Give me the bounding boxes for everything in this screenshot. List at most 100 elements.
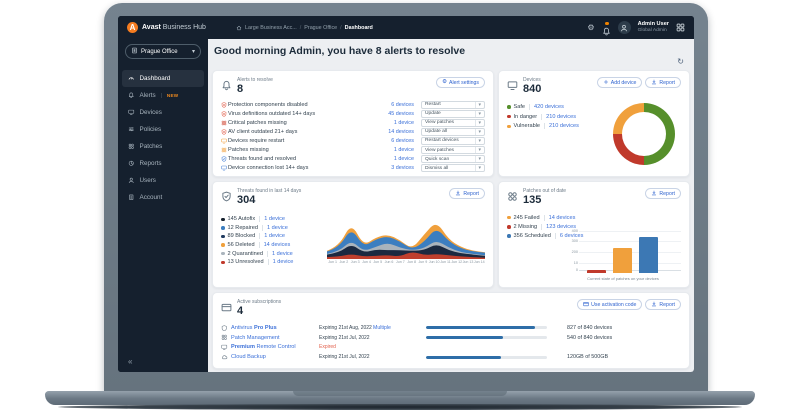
alert-devices-link[interactable]: 6 devices bbox=[391, 101, 414, 108]
alert-label: Threats found and resolved bbox=[228, 156, 297, 163]
legend-devices-link[interactable]: 1 device bbox=[261, 224, 288, 231]
subscription-usage: 120GB of 500GB bbox=[567, 354, 609, 361]
sidebar-collapse-button[interactable]: « bbox=[128, 357, 133, 366]
subscriptions-count: 4 bbox=[237, 305, 244, 317]
alerts-card-title: Alerts to resolve bbox=[237, 77, 273, 83]
alert-devices-link[interactable]: 45 devices bbox=[388, 110, 414, 117]
legend-devices-link[interactable]: 1 device bbox=[266, 250, 293, 257]
legend-dot bbox=[507, 234, 511, 238]
alert-devices-link[interactable]: 1 device bbox=[393, 147, 414, 154]
chevron-down-icon: ▾ bbox=[475, 147, 481, 154]
alert-action-select[interactable]: Restart devices ▾ bbox=[421, 136, 485, 145]
subscription-name-link[interactable]: Patch Management bbox=[231, 334, 280, 341]
add-device-button[interactable]: Add device bbox=[596, 77, 643, 88]
devices-legend: Safe 420 devices In danger 210 devices Vulne… bbox=[507, 102, 681, 131]
alert-devices-link[interactable]: 14 devices bbox=[388, 128, 414, 135]
legend-item: 145 Autofix 1 device bbox=[221, 215, 293, 224]
use-activation-code-button[interactable]: Use activation code bbox=[577, 299, 643, 310]
sidebar-item-users[interactable]: Users bbox=[122, 172, 204, 189]
alert-action-select[interactable]: Update ▾ bbox=[421, 109, 485, 118]
brand-rest: Business Hub bbox=[160, 24, 206, 31]
alert-row: Patches missing 1 device View patches ▾ bbox=[221, 145, 485, 155]
breadcrumb-item[interactable]: Prague Office bbox=[304, 24, 338, 31]
monitor-icon bbox=[221, 138, 228, 144]
avast-logo-icon: A bbox=[127, 22, 138, 33]
alert-action-select[interactable]: Restart ▾ bbox=[421, 100, 485, 109]
avatar[interactable] bbox=[617, 21, 631, 34]
chevron-down-icon: ▾ bbox=[475, 137, 481, 144]
subscription-name-link[interactable]: Antivirus Pro Plus bbox=[231, 324, 277, 331]
alert-devices-link[interactable]: 3 devices bbox=[391, 165, 414, 172]
alert-devices-link[interactable]: 6 devices bbox=[391, 137, 414, 144]
subscription-name-link[interactable]: Premium Remote Control bbox=[231, 344, 296, 351]
alerts-count: 8 bbox=[237, 83, 244, 95]
legend-devices-link[interactable]: 6 devices bbox=[554, 232, 583, 239]
chevron-down-icon: ▾ bbox=[475, 101, 481, 108]
y-axis-tick: 400 bbox=[571, 229, 578, 233]
legend-devices-link[interactable]: 210 devices bbox=[541, 113, 576, 120]
legend-devices-link[interactable]: 123 devices bbox=[541, 223, 576, 230]
legend-item: 356 Scheduled 6 devices bbox=[507, 231, 681, 240]
alert-action-select[interactable]: Dismiss all ▾ bbox=[421, 164, 485, 173]
cloud-icon bbox=[221, 354, 231, 361]
brand-bold: Avast bbox=[142, 24, 161, 31]
legend-devices-link[interactable]: 14 devices bbox=[543, 214, 575, 221]
breadcrumb-item[interactable]: Dashboard bbox=[344, 24, 373, 31]
sidebar-item-devices[interactable]: Devices bbox=[122, 104, 204, 121]
org-selector[interactable]: Prague Office ▾ bbox=[125, 44, 201, 59]
legend-devices-link[interactable]: 1 device bbox=[267, 259, 293, 266]
alert-action-select[interactable]: View patches ▾ bbox=[421, 146, 485, 155]
subscriptions-card: Active subscriptions 4 Use activation co… bbox=[212, 292, 690, 369]
alert-action-select[interactable]: View patches ▾ bbox=[421, 118, 485, 127]
patches-icon bbox=[221, 120, 228, 126]
legend-dot bbox=[221, 251, 225, 256]
x-axis-label: Jun 11 bbox=[440, 260, 451, 264]
subscription-usage: 827 of 840 devices bbox=[567, 324, 613, 331]
sidebar-item-reports[interactable]: Reports bbox=[122, 155, 204, 172]
legend-devices-link[interactable]: 1 device bbox=[259, 233, 285, 240]
alert-row: Threats found and resolved 1 device Quick … bbox=[221, 155, 485, 164]
gear-icon[interactable]: ⚙ bbox=[587, 22, 595, 32]
alert-devices-link[interactable]: 1 device bbox=[393, 119, 414, 126]
shield-check-icon bbox=[221, 156, 228, 162]
breadcrumb-separator: / bbox=[299, 24, 302, 31]
alert-label: Devices require restart bbox=[228, 137, 285, 144]
legend-devices-link[interactable]: 14 devices bbox=[258, 242, 290, 249]
notifications-bell-icon[interactable] bbox=[602, 21, 611, 35]
devices-card-title: Devices bbox=[523, 77, 541, 83]
subscription-expiry: Expiring 21st Jul, 2022 bbox=[319, 354, 370, 361]
legend-dot bbox=[507, 114, 511, 119]
sidebar-item-patches[interactable]: Patches bbox=[122, 138, 204, 155]
subscription-name-link[interactable]: Cloud Backup bbox=[231, 354, 266, 361]
sidebar-item-dashboard[interactable]: Dashboard bbox=[122, 70, 204, 87]
legend-devices-link[interactable]: 420 devices bbox=[529, 103, 564, 110]
subscriptions-report-button[interactable]: Report bbox=[645, 299, 681, 310]
sidebar-item-alerts[interactable]: Alerts | NEW bbox=[122, 87, 204, 104]
legend-item: 2 Quarantined 1 device bbox=[221, 249, 293, 258]
legend-item: 12 Repaired 1 device bbox=[221, 224, 293, 233]
threats-report-button[interactable]: Report bbox=[449, 188, 485, 199]
legend-devices-link[interactable]: 1 device bbox=[259, 216, 285, 223]
app-launcher-icon[interactable] bbox=[676, 19, 685, 37]
patches-report-button[interactable]: Report bbox=[645, 188, 681, 199]
breadcrumb-item[interactable]: Large Business Acc... bbox=[244, 24, 297, 31]
devices-report-button[interactable]: Report bbox=[645, 77, 681, 88]
legend-dot bbox=[507, 105, 511, 109]
brand-title: Avast Business Hub bbox=[142, 24, 206, 31]
alert-action-select[interactable]: Update all ▾ bbox=[421, 127, 485, 136]
alert-action-select[interactable]: Quick scan ▾ bbox=[421, 155, 485, 164]
legend-devices-link[interactable]: 210 devices bbox=[544, 123, 579, 130]
user-block[interactable]: Admin User Global Admin bbox=[638, 21, 669, 33]
subscription-extra-link[interactable]: Multiple bbox=[373, 324, 391, 331]
sidebar-item-policies[interactable]: Policies bbox=[122, 121, 204, 138]
refresh-icon[interactable]: ↻ bbox=[677, 57, 684, 66]
legend-dot bbox=[221, 217, 225, 222]
alert-devices-link[interactable]: 1 device bbox=[393, 156, 414, 163]
alert-settings-button[interactable]: ⚙ Alert settings bbox=[436, 77, 485, 88]
sidebar-item-account[interactable]: Account bbox=[122, 189, 204, 206]
x-axis-label: Jun 14 bbox=[473, 260, 485, 264]
sliders-icon bbox=[128, 126, 135, 133]
alerts-card: Alerts to resolve 8 ⚙ Alert settings Pro… bbox=[212, 70, 494, 177]
x-axis-label: Jun 6 bbox=[384, 260, 394, 264]
